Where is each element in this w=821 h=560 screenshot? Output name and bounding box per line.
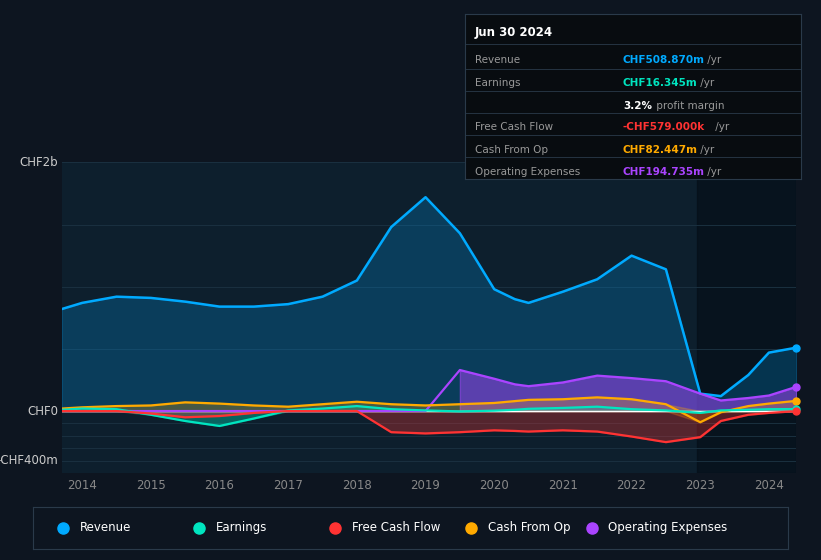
Text: Earnings: Earnings [475, 78, 521, 88]
Text: Earnings: Earnings [216, 521, 267, 534]
Text: /yr: /yr [704, 55, 722, 66]
Text: profit margin: profit margin [653, 101, 724, 111]
Text: /yr: /yr [704, 167, 722, 177]
Text: CHF508.870m: CHF508.870m [623, 55, 705, 66]
Text: CHF194.735m: CHF194.735m [623, 167, 705, 177]
Text: 3.2%: 3.2% [623, 101, 652, 111]
Text: Revenue: Revenue [80, 521, 131, 534]
Text: Free Cash Flow: Free Cash Flow [475, 122, 553, 132]
Text: -CHF579.000k: -CHF579.000k [623, 122, 705, 132]
Text: /yr: /yr [697, 78, 714, 88]
Text: Cash From Op: Cash From Op [475, 144, 548, 155]
Text: /yr: /yr [712, 122, 729, 132]
Text: Free Cash Flow: Free Cash Flow [351, 521, 440, 534]
Text: CHF16.345m: CHF16.345m [623, 78, 698, 88]
Text: CHF2b: CHF2b [19, 156, 58, 169]
Text: CHF82.447m: CHF82.447m [623, 144, 698, 155]
Text: Jun 30 2024: Jun 30 2024 [475, 26, 553, 39]
Text: Operating Expenses: Operating Expenses [608, 521, 727, 534]
Text: Cash From Op: Cash From Op [488, 521, 570, 534]
Text: /yr: /yr [697, 144, 714, 155]
Text: Operating Expenses: Operating Expenses [475, 167, 580, 177]
Text: CHF0: CHF0 [27, 404, 58, 418]
Bar [697, 162, 796, 473]
Text: Revenue: Revenue [475, 55, 520, 66]
Text: -CHF400m: -CHF400m [0, 454, 58, 467]
